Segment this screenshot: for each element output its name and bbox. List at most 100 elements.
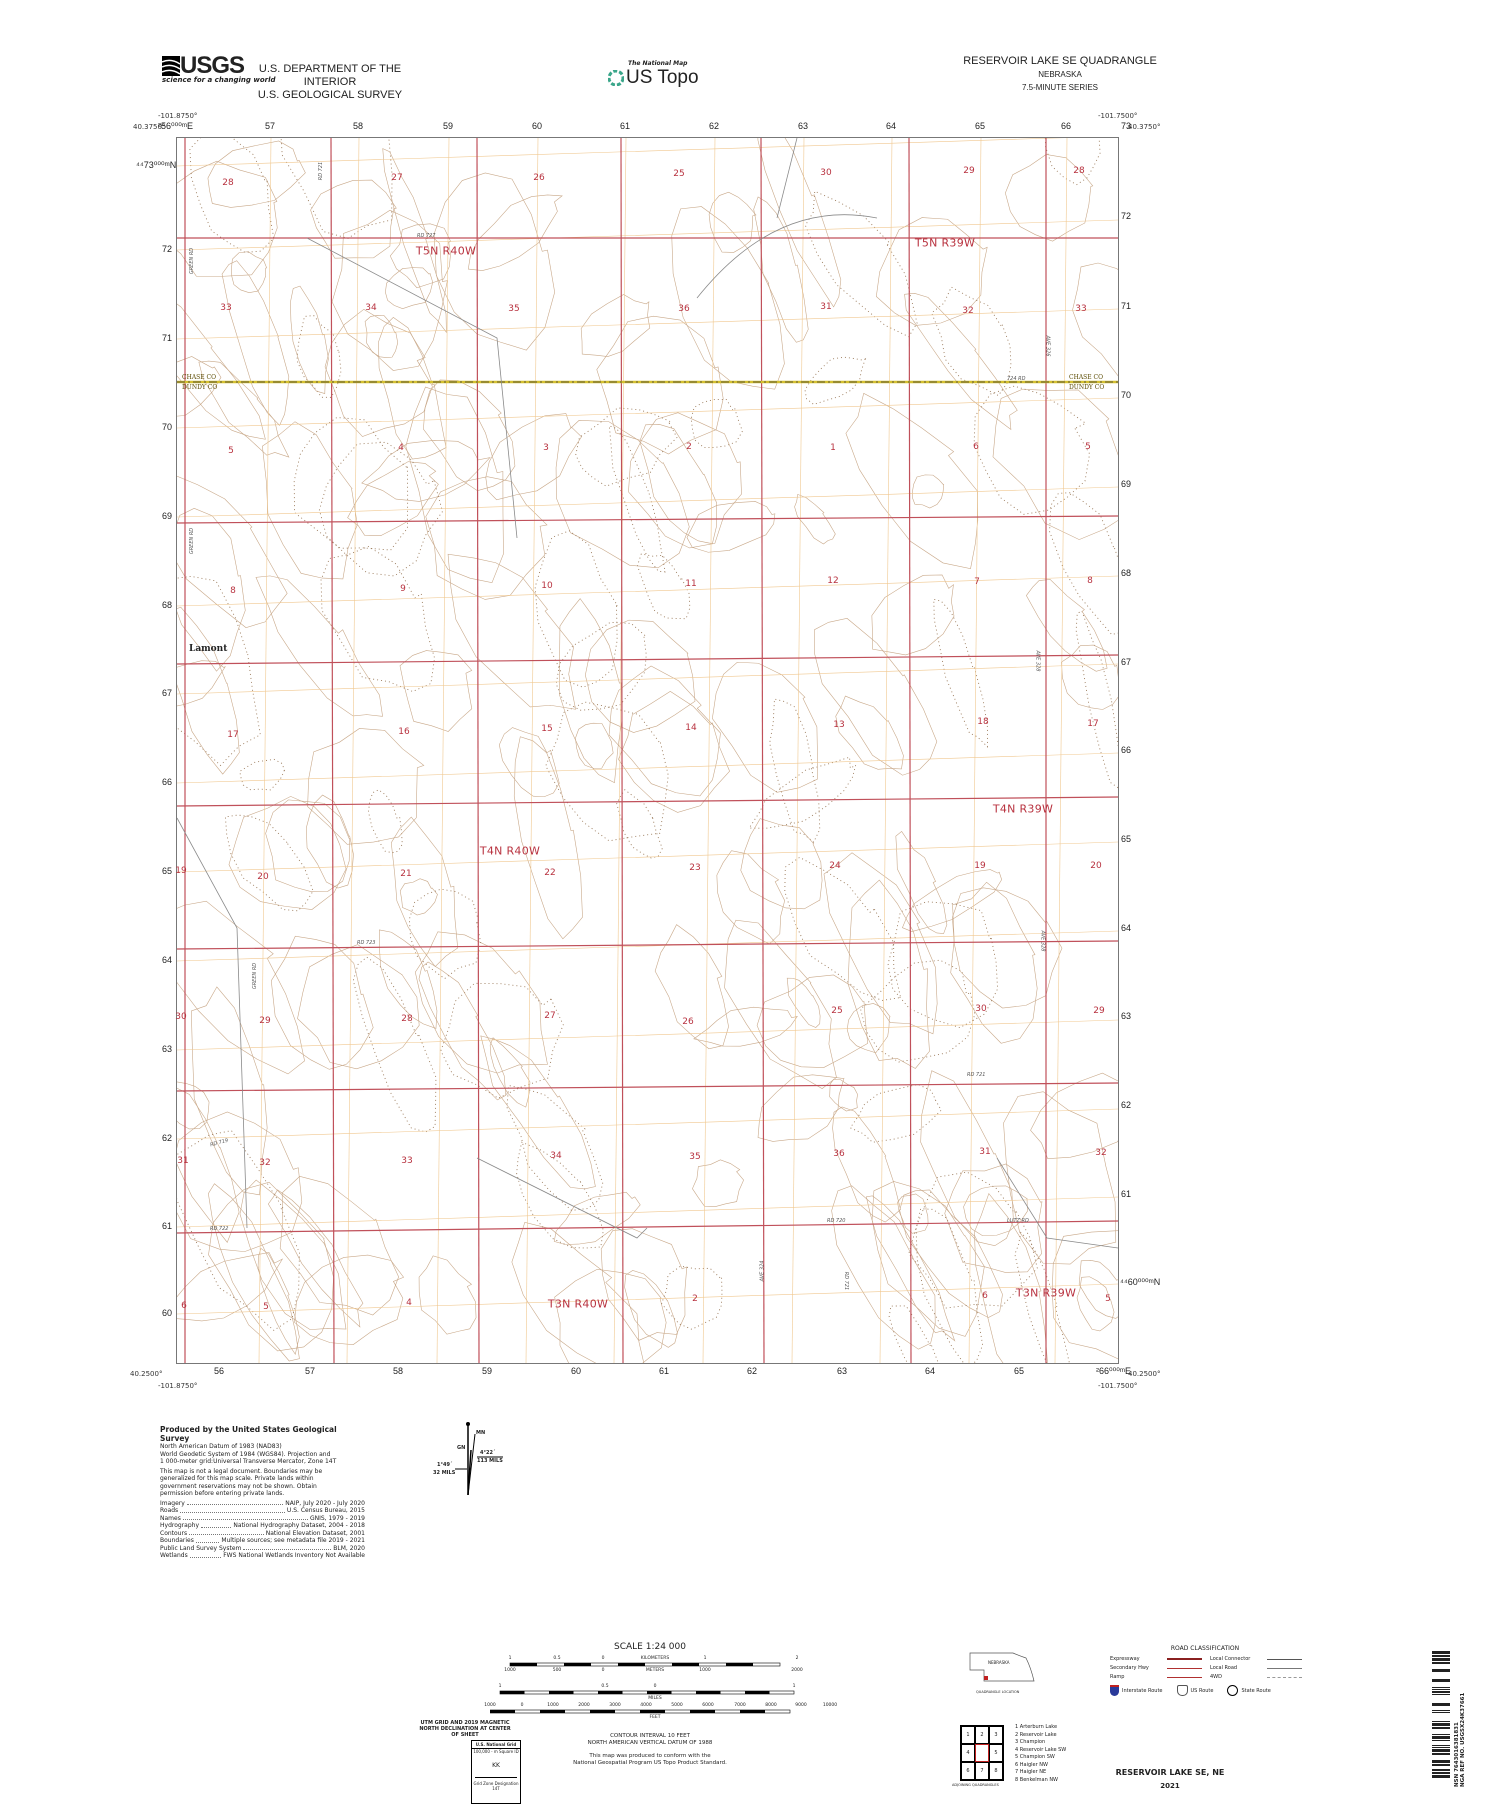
utm-grid-line [702, 138, 716, 1363]
depression-contour [888, 1305, 947, 1363]
depression-contour [320, 545, 436, 693]
easting-label: ²66⁰⁰⁰ᵐE [1096, 1366, 1131, 1376]
road-label: GREEN RD [252, 962, 259, 990]
contour-line [847, 879, 930, 1069]
sheet-year: 2021 [1160, 1782, 1180, 1790]
barcode-bar [1432, 1749, 1450, 1752]
depression-contour [516, 1141, 604, 1249]
feet-bar-segment [740, 1710, 765, 1713]
topographic-map[interactable]: 28 27 26 25 30 29 28 33 34 35 36 31 32 33 5 4 3 2 1 6 5 8 9 10 1… [175, 137, 1119, 1364]
road-label: AVE 328 [1039, 930, 1046, 952]
easting-label: 61 [620, 121, 631, 131]
contour-line [1051, 1230, 1118, 1362]
contour-line [716, 850, 786, 945]
contour-line [875, 217, 988, 326]
depression-contour [224, 814, 314, 912]
scale-label: 4000 [640, 1703, 652, 1708]
shield-label: US Route [1190, 1687, 1214, 1694]
contour-line [786, 977, 821, 1028]
barcode-bar [1432, 1745, 1450, 1746]
datum-line: North American Datum of 1983 (NAD83) [160, 1443, 282, 1450]
section-number: 35 [508, 304, 520, 314]
utm-grid-line [436, 138, 450, 1363]
section-number: 28 [222, 178, 234, 188]
contour-line [692, 1159, 744, 1207]
section-number: 27 [391, 173, 403, 183]
contour-line [756, 138, 842, 308]
leader-dots [195, 1537, 220, 1543]
township-range-label: T5N R39W [914, 236, 976, 250]
section-number: 26 [533, 173, 545, 183]
depression-contour [189, 138, 275, 253]
contour-line [1078, 1259, 1118, 1319]
section-number: 20 [1090, 861, 1102, 871]
easting-label: 66 [1061, 121, 1072, 131]
section-number: 29 [963, 166, 975, 176]
road-legend-swatch [1267, 1658, 1302, 1660]
contour-line [207, 140, 306, 208]
contour-line [904, 293, 1018, 431]
utm-grid-line [613, 138, 627, 1363]
easting-label: 59 [482, 1366, 493, 1376]
contour-line [305, 794, 354, 889]
contour-line [693, 1006, 798, 1047]
us-topo-logo: The National Map US Topo [608, 60, 699, 89]
depression-contour [278, 138, 393, 239]
barcode-bar [1432, 1694, 1450, 1695]
section-number: 15 [541, 724, 553, 734]
barcode-bar [1432, 1775, 1450, 1778]
easting-label: 60 [532, 121, 543, 131]
section-number: 33 [401, 1156, 413, 1166]
section-number: 29 [259, 1016, 271, 1026]
scale-label: 3000 [609, 1703, 621, 1708]
depression-contour [368, 789, 403, 854]
section-number: 19 [974, 861, 986, 871]
section-line [177, 654, 1118, 665]
contour-line [418, 961, 507, 1101]
shield-legend-item: Interstate Route [1110, 1685, 1163, 1696]
source-key: Names [160, 1514, 181, 1522]
contour-line [208, 1183, 300, 1362]
road-label: RD 727 [417, 233, 436, 239]
adjoining-caption: ADJOINING QUADRANGLES [952, 1783, 999, 1787]
sheet-name: RESERVOIR LAKE SE, NE [1115, 1768, 1225, 1777]
scale-label: 5000 [671, 1703, 683, 1708]
depression-contour [804, 190, 918, 338]
contour-line [952, 887, 1063, 1009]
mn-angle: 4°22´ [480, 1450, 496, 1456]
depression-contour [575, 407, 678, 487]
local-road [177, 817, 248, 1229]
adjoining-name: 3 Champion [1015, 1739, 1046, 1745]
northing-label: 67 [162, 688, 173, 698]
scale-label: 500 [552, 1668, 562, 1673]
easting-label: 63 [798, 121, 809, 131]
location-state: NEBRASKA [988, 1660, 1010, 1665]
source-value: Multiple sources; see metadata file 2019… [221, 1537, 365, 1544]
contour-line [177, 507, 246, 672]
scale-title: SCALE 1:24 000 [614, 1642, 686, 1652]
northing-label: 69 [1121, 479, 1132, 489]
mile-bar-segment [549, 1691, 574, 1694]
north-arrow-icon [450, 1422, 503, 1496]
gn-label: GN [457, 1445, 466, 1451]
contour-line [290, 285, 329, 394]
feet-bar-segment [640, 1710, 665, 1713]
section-number: 32 [259, 1158, 271, 1168]
contour-line [829, 1078, 858, 1112]
northing-label: 65 [1121, 834, 1132, 844]
easting-label: 64 [886, 121, 897, 131]
contour-line [177, 160, 278, 277]
km-bar-segment [672, 1663, 699, 1666]
source-key: Imagery [160, 1499, 185, 1507]
contour-line [418, 1255, 477, 1335]
contour-line [177, 1081, 210, 1130]
section-number: 28 [1073, 166, 1085, 176]
contour-line [902, 869, 1002, 932]
depression-contour [915, 1208, 984, 1363]
township-range-label: T4N R39W [992, 802, 1054, 816]
contour-line [414, 931, 548, 1074]
road-label: RD 723 [357, 940, 376, 946]
utm-grid-line [968, 138, 982, 1363]
northing-label: 71 [162, 333, 173, 343]
barcode-bar [1432, 1687, 1450, 1688]
